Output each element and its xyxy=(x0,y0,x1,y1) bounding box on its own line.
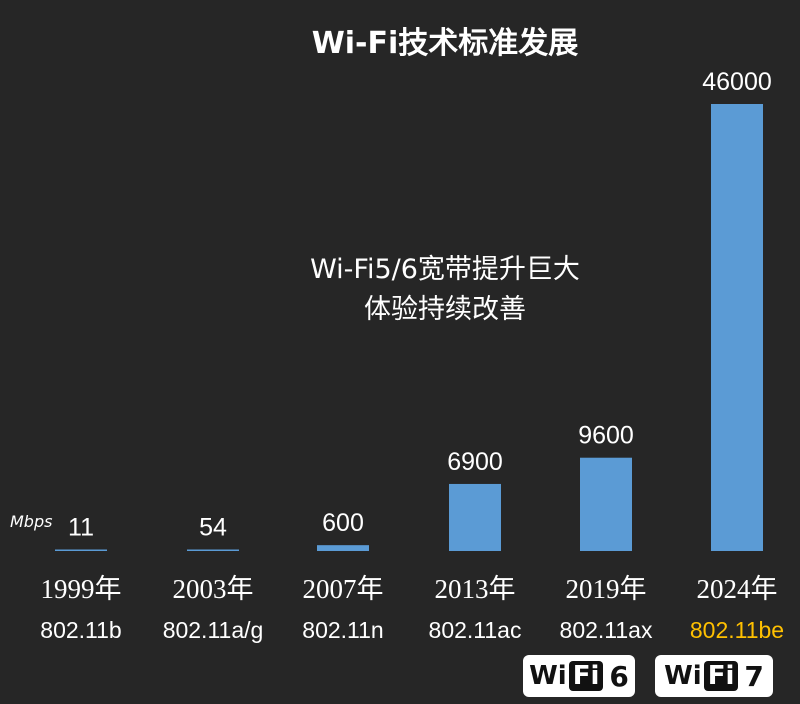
bar-3 xyxy=(449,483,501,551)
value-label-2: 600 xyxy=(322,509,364,537)
value-label-4: 9600 xyxy=(578,422,634,450)
standard-label-4: 802.11ax xyxy=(560,617,653,643)
chart-annotation: Wi-Fi5/6宽带提升巨大 体验持续改善 xyxy=(250,250,640,330)
value-label-5: 46000 xyxy=(702,68,772,96)
year-label-5: 2024年 xyxy=(697,574,778,604)
wifi6-logo: Wi Fi 6 xyxy=(523,655,635,697)
bar-5 xyxy=(711,104,763,551)
wifi7-logo-fi: Fi xyxy=(703,661,739,691)
value-label-0: 11 xyxy=(68,514,94,542)
wifi7-logo-wi: Wi xyxy=(664,661,702,691)
bar-0 xyxy=(55,549,107,551)
value-label-1: 54 xyxy=(199,514,227,542)
wifi7-logo-number: 7 xyxy=(744,659,764,693)
standard-label-5: 802.11be xyxy=(690,617,784,643)
standard-label-1: 802.11a/g xyxy=(163,617,264,643)
standard-label-0: 802.11b xyxy=(40,617,121,643)
bar-4 xyxy=(580,457,632,551)
wifi6-logo-fi: Fi xyxy=(568,661,604,691)
annotation-line-2: 体验持续改善 xyxy=(364,294,526,325)
year-label-1: 2003年 xyxy=(173,574,254,604)
year-label-0: 1999年 xyxy=(41,574,122,604)
bar-1 xyxy=(187,549,239,551)
wifi7-logo: Wi Fi 7 xyxy=(655,655,773,697)
unit-label: Mbps xyxy=(10,512,53,531)
value-label-3: 6900 xyxy=(447,448,503,476)
annotation-line-1: Wi-Fi5/6宽带提升巨大 xyxy=(310,254,580,285)
chart-title: Wi-Fi技术标准发展 xyxy=(311,26,579,61)
bar-2 xyxy=(317,545,369,551)
standard-label-3: 802.11ac xyxy=(429,617,522,643)
standard-label-2: 802.11n xyxy=(302,617,383,643)
year-label-4: 2019年 xyxy=(566,574,647,604)
year-label-2: 2007年 xyxy=(303,574,384,604)
year-label-3: 2013年 xyxy=(435,574,516,604)
wifi6-logo-number: 6 xyxy=(609,659,629,693)
wifi6-logo-wi: Wi xyxy=(529,661,567,691)
